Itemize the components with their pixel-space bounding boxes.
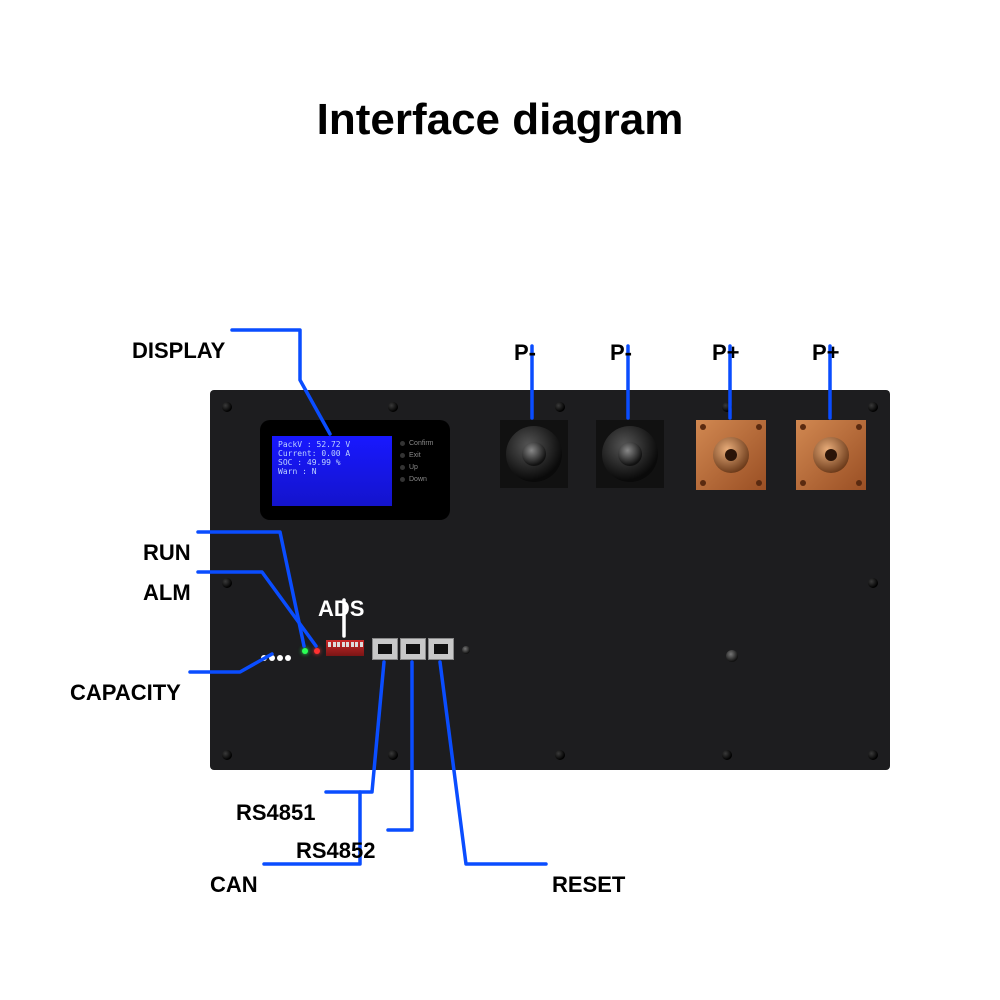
capacity-dot [285,655,291,661]
terminal-positive-hole [725,449,737,461]
display-button-label: Exit [400,450,448,462]
dip-toggle [333,642,336,647]
display-button-label: Up [400,462,448,474]
dip-toggle [351,642,354,647]
callout-capacity: CAPACITY [70,680,181,706]
panel-screw [222,578,232,588]
display-line: SOC : 49.99 % [278,458,386,467]
panel-screw [222,402,232,412]
terminal-mount-hole [756,480,762,486]
display-button-dot [400,477,405,482]
display-line: Current: 0.00 A [278,449,386,458]
callout-rs4851: RS4851 [236,800,316,826]
dip-toggle [346,642,349,647]
dip-toggle [328,642,331,647]
terminal-negative-core [522,442,546,466]
comm-port-slot [378,644,392,654]
capacity-dot [277,655,283,661]
diagram-title: Interface diagram [0,95,1000,145]
dip-toggle [342,642,345,647]
callout-p_pos_1: P+ [712,340,740,366]
panel-screw [388,750,398,760]
callout-alm: ALM [143,580,191,606]
panel-screw [722,402,732,412]
terminal-mount-hole [756,424,762,430]
callout-p_neg_1: P- [514,340,536,366]
terminal-mount-hole [856,424,862,430]
callout-run: RUN [143,540,191,566]
panel-hole [726,650,738,662]
terminal-negative-core [618,442,642,466]
callout-display: DISPLAY [132,338,225,364]
capacity-indicator [260,648,292,666]
display-screen: PackV : 52.72 VCurrent: 0.00 ASOC : 49.9… [272,436,392,506]
terminal-mount-hole [700,424,706,430]
terminal-positive-hole [825,449,837,461]
dip-toggle [337,642,340,647]
reset-button [462,646,470,654]
display-button-dot [400,465,405,470]
display-button-label: Down [400,474,448,486]
callout-ads: ADS [318,596,364,622]
panel-screw [388,402,398,412]
comm-port [428,638,454,660]
display-line: Warn : N [278,467,386,476]
panel-screw [555,402,565,412]
panel-screw [868,402,878,412]
callout-reset: RESET [552,872,625,898]
panel-screw [868,750,878,760]
capacity-dot [261,655,267,661]
panel-screw [722,750,732,760]
callout-p_neg_2: P- [610,340,632,366]
callout-p_pos_2: P+ [812,340,840,366]
display-button-dot [400,441,405,446]
terminal-mount-hole [700,480,706,486]
dip-toggle [360,642,363,647]
comm-port [400,638,426,660]
panel-screw [222,750,232,760]
run-led [302,648,308,654]
terminal-mount-hole [800,424,806,430]
callout-rs4852: RS4852 [296,838,376,864]
terminal-mount-hole [800,480,806,486]
display-line: PackV : 52.72 V [278,440,386,449]
comm-port [372,638,398,660]
capacity-dot [269,655,275,661]
callout-can: CAN [210,872,258,898]
alm-led [314,648,320,654]
terminal-mount-hole [856,480,862,486]
display-button-label: Confirm [400,438,448,450]
comm-port-slot [434,644,448,654]
display-buttons: ConfirmExitUpDown [400,438,448,502]
panel-screw [555,750,565,760]
ads-dip-switch [326,640,364,656]
comm-port-slot [406,644,420,654]
panel-screw [868,578,878,588]
display-button-dot [400,453,405,458]
dip-toggle [355,642,358,647]
